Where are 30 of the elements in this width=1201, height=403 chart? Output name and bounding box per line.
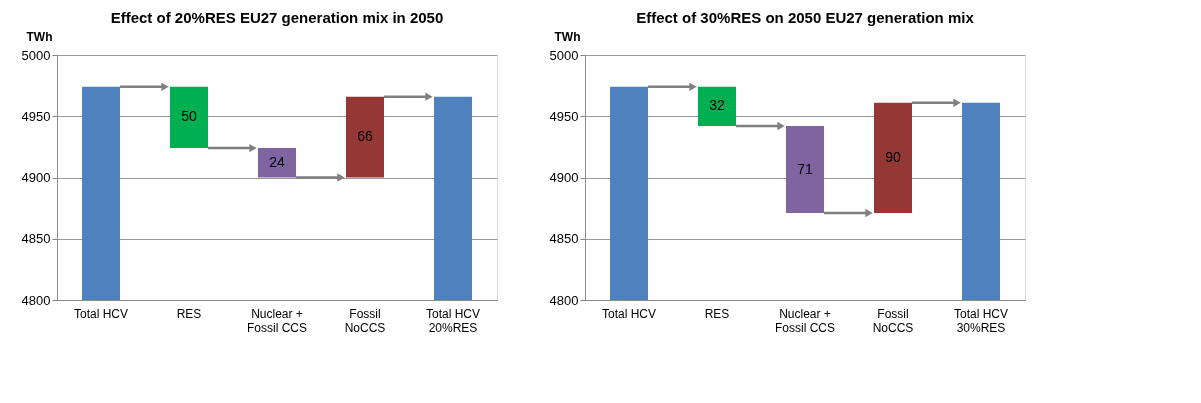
y-axis-title: TWh (26, 29, 53, 44)
x-tick-label: Total HCV 30%RES (953, 306, 1009, 335)
y-tick-label: 5000 (549, 47, 579, 63)
data-label: 50 (181, 108, 197, 125)
y-tick-label: 4900 (21, 170, 51, 185)
y-tick-label: 4850 (21, 231, 51, 247)
x-tick-label: RES (704, 306, 730, 321)
chart-title: Effect of 20%RES EU27 generation mix in 2050 (110, 9, 444, 26)
data-label: 24 (269, 153, 285, 170)
x-tick-label: Fossil NoCCS (344, 306, 386, 335)
x-tick-label: Total HCV 20%RES (425, 306, 481, 335)
data-label: 66 (357, 128, 373, 145)
x-tick-label: Total HCV (601, 306, 657, 321)
y-tick-label: 4950 (549, 108, 579, 124)
y-tick-label: 4900 (549, 170, 579, 185)
x-tick-label: Fossil NoCCS (872, 306, 914, 335)
chart-title: Effect of 30%RES on 2050 EU27 generation mix (636, 9, 975, 26)
y-axis-title: TWh (554, 29, 581, 44)
data-label: 90 (885, 148, 901, 165)
y-tick-label: 4800 (549, 292, 579, 308)
x-tick-label: Nuclear + Fossil CCS (774, 306, 836, 335)
x-tick-label: Total HCV (73, 306, 129, 321)
x-tick-label: Nuclear + Fossil CCS (246, 306, 308, 335)
y-tick-label: 5000 (21, 47, 51, 63)
y-tick-label: 4850 (549, 231, 579, 247)
y-tick-label: 4950 (21, 108, 51, 124)
data-label: 71 (797, 160, 813, 177)
y-tick-label: 4800 (21, 292, 51, 308)
data-label: 32 (709, 97, 725, 114)
x-tick-label: RES (176, 306, 202, 321)
